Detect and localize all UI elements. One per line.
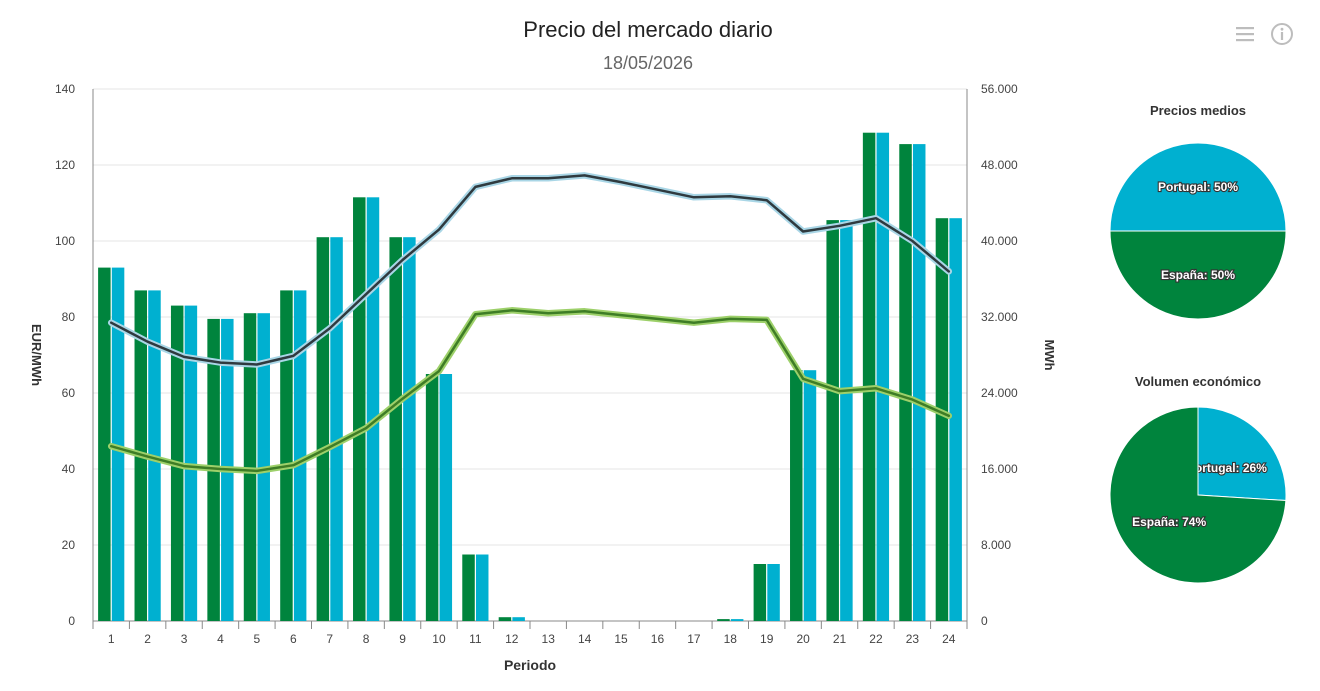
bar-portugal-22 [876,132,890,621]
y-axis-tick-label: 120 [55,158,75,172]
x-axis-tick-label: 24 [942,632,956,646]
x-axis-tick-label: 4 [217,632,224,646]
bar-espana-11 [462,554,475,621]
y2-axis-tick-label: 24.000 [981,386,1018,400]
y-axis-tick-label: 60 [62,386,76,400]
y-axis-tick-label: 140 [55,82,75,96]
chart-title: Precio del mercado diario [523,17,773,42]
bar-espana-10 [425,374,439,621]
x-axis-tick-label: 8 [363,632,370,646]
line-halo-price_line [107,172,953,368]
pie-label-espana: España: 50% [1161,268,1235,282]
y2-axis-tick-label: 40.000 [981,234,1018,248]
x-axis-tick-label: 15 [614,632,628,646]
bar-espana-21 [826,220,839,621]
x-axis-tick-label: 2 [144,632,151,646]
x-axis-tick-label: 23 [906,632,920,646]
y2-axis-tick-label: 56.000 [981,82,1018,96]
bar-espana-7 [316,237,330,621]
bar-portugal-20 [803,370,817,621]
bar-espana-8 [353,197,366,622]
x-axis-title: Periodo [504,657,556,673]
x-axis-tick-label: 7 [326,632,333,646]
bar-espana-9 [389,237,402,621]
chart-subtitle: 18/05/2026 [602,53,694,73]
y2-axis-tick-label: 32.000 [981,310,1018,324]
bar-portugal-19 [767,564,780,621]
y-axis-tick-label: 20 [62,538,76,552]
x-axis-tick-label: 16 [651,632,665,646]
x-axis-tick-label: 19 [760,632,774,646]
x-axis-tick-label: 13 [542,632,556,646]
bar-portugal-10 [439,374,453,621]
y-axis-title: EUR/MWh [29,324,44,386]
line-halo-energy_line [107,307,953,475]
x-axis-tick-label: 1 [108,632,115,646]
bar-portugal-8 [366,197,380,622]
bar-espana-6 [280,290,293,621]
hamburger-menu-icon[interactable] [1233,22,1257,46]
bar-portugal-12 [512,617,525,621]
line-energy_line [109,309,951,473]
bar-espana-1 [98,267,111,621]
bar-portugal-11 [475,554,489,621]
bar-portugal-9 [403,237,416,621]
x-axis-tick-label: 20 [796,632,810,646]
bar-portugal-24 [949,218,962,621]
y-axis-tick-label: 100 [55,234,75,248]
bar-portugal-6 [293,290,307,621]
bar-portugal-3 [184,305,198,621]
bar-espana-23 [899,144,912,621]
y2-axis-title: MWh [1042,339,1057,370]
line-price_line [109,174,951,366]
pie-title-volumen-economico: Volumen económico [1134,374,1262,389]
x-axis-tick-label: 21 [833,632,847,646]
bar-espana-20 [790,370,803,621]
y-axis-tick-label: 40 [62,462,76,476]
x-axis-tick-label: 9 [399,632,406,646]
bar-portugal-1 [111,267,125,621]
y2-axis-tick-label: 16.000 [981,462,1018,476]
y2-axis-tick-label: 8.000 [981,538,1011,552]
x-axis-tick-label: 6 [290,632,297,646]
x-axis-tick-label: 5 [254,632,261,646]
bar-espana-19 [753,564,767,621]
x-axis-tick-label: 3 [181,632,188,646]
pie-slice-espana [1109,406,1287,584]
x-axis-tick-label: 11 [469,632,482,646]
x-axis-tick-label: 18 [724,632,738,646]
bar-portugal-7 [330,237,343,621]
pie-label-espana: España: 74% [1132,515,1206,529]
bar-espana-18 [717,619,730,621]
pie-slice-portugal [1109,142,1287,232]
bar-portugal-21 [840,220,853,621]
bar-portugal-23 [912,144,926,621]
pie-title-precios-medios: Precios medios [1149,103,1247,118]
bar-portugal-18 [730,619,744,621]
x-axis-tick-label: 12 [505,632,519,646]
y2-axis-tick-label: 0 [981,614,988,628]
x-axis-tick-label: 14 [578,632,592,646]
bar-espana-22 [862,132,876,621]
pie-label-portugal: Portugal: 50% [1158,180,1238,194]
bar-espana-5 [243,313,257,621]
x-axis-tick-label: 22 [869,632,883,646]
x-axis-tick-label: 10 [432,632,446,646]
y-axis-tick-label: 80 [62,310,76,324]
bar-espana-24 [935,218,949,621]
y-axis-tick-label: 0 [68,614,75,628]
pie-slice-espana [1109,230,1287,320]
bar-espana-12 [498,617,512,621]
pie-slice-portugal [1197,406,1287,502]
pie-label-portugal: Portugal: 26% [1187,461,1267,475]
x-axis-tick-label: 17 [687,632,701,646]
info-circle-icon[interactable] [1270,22,1294,46]
y2-axis-tick-label: 48.000 [981,158,1018,172]
